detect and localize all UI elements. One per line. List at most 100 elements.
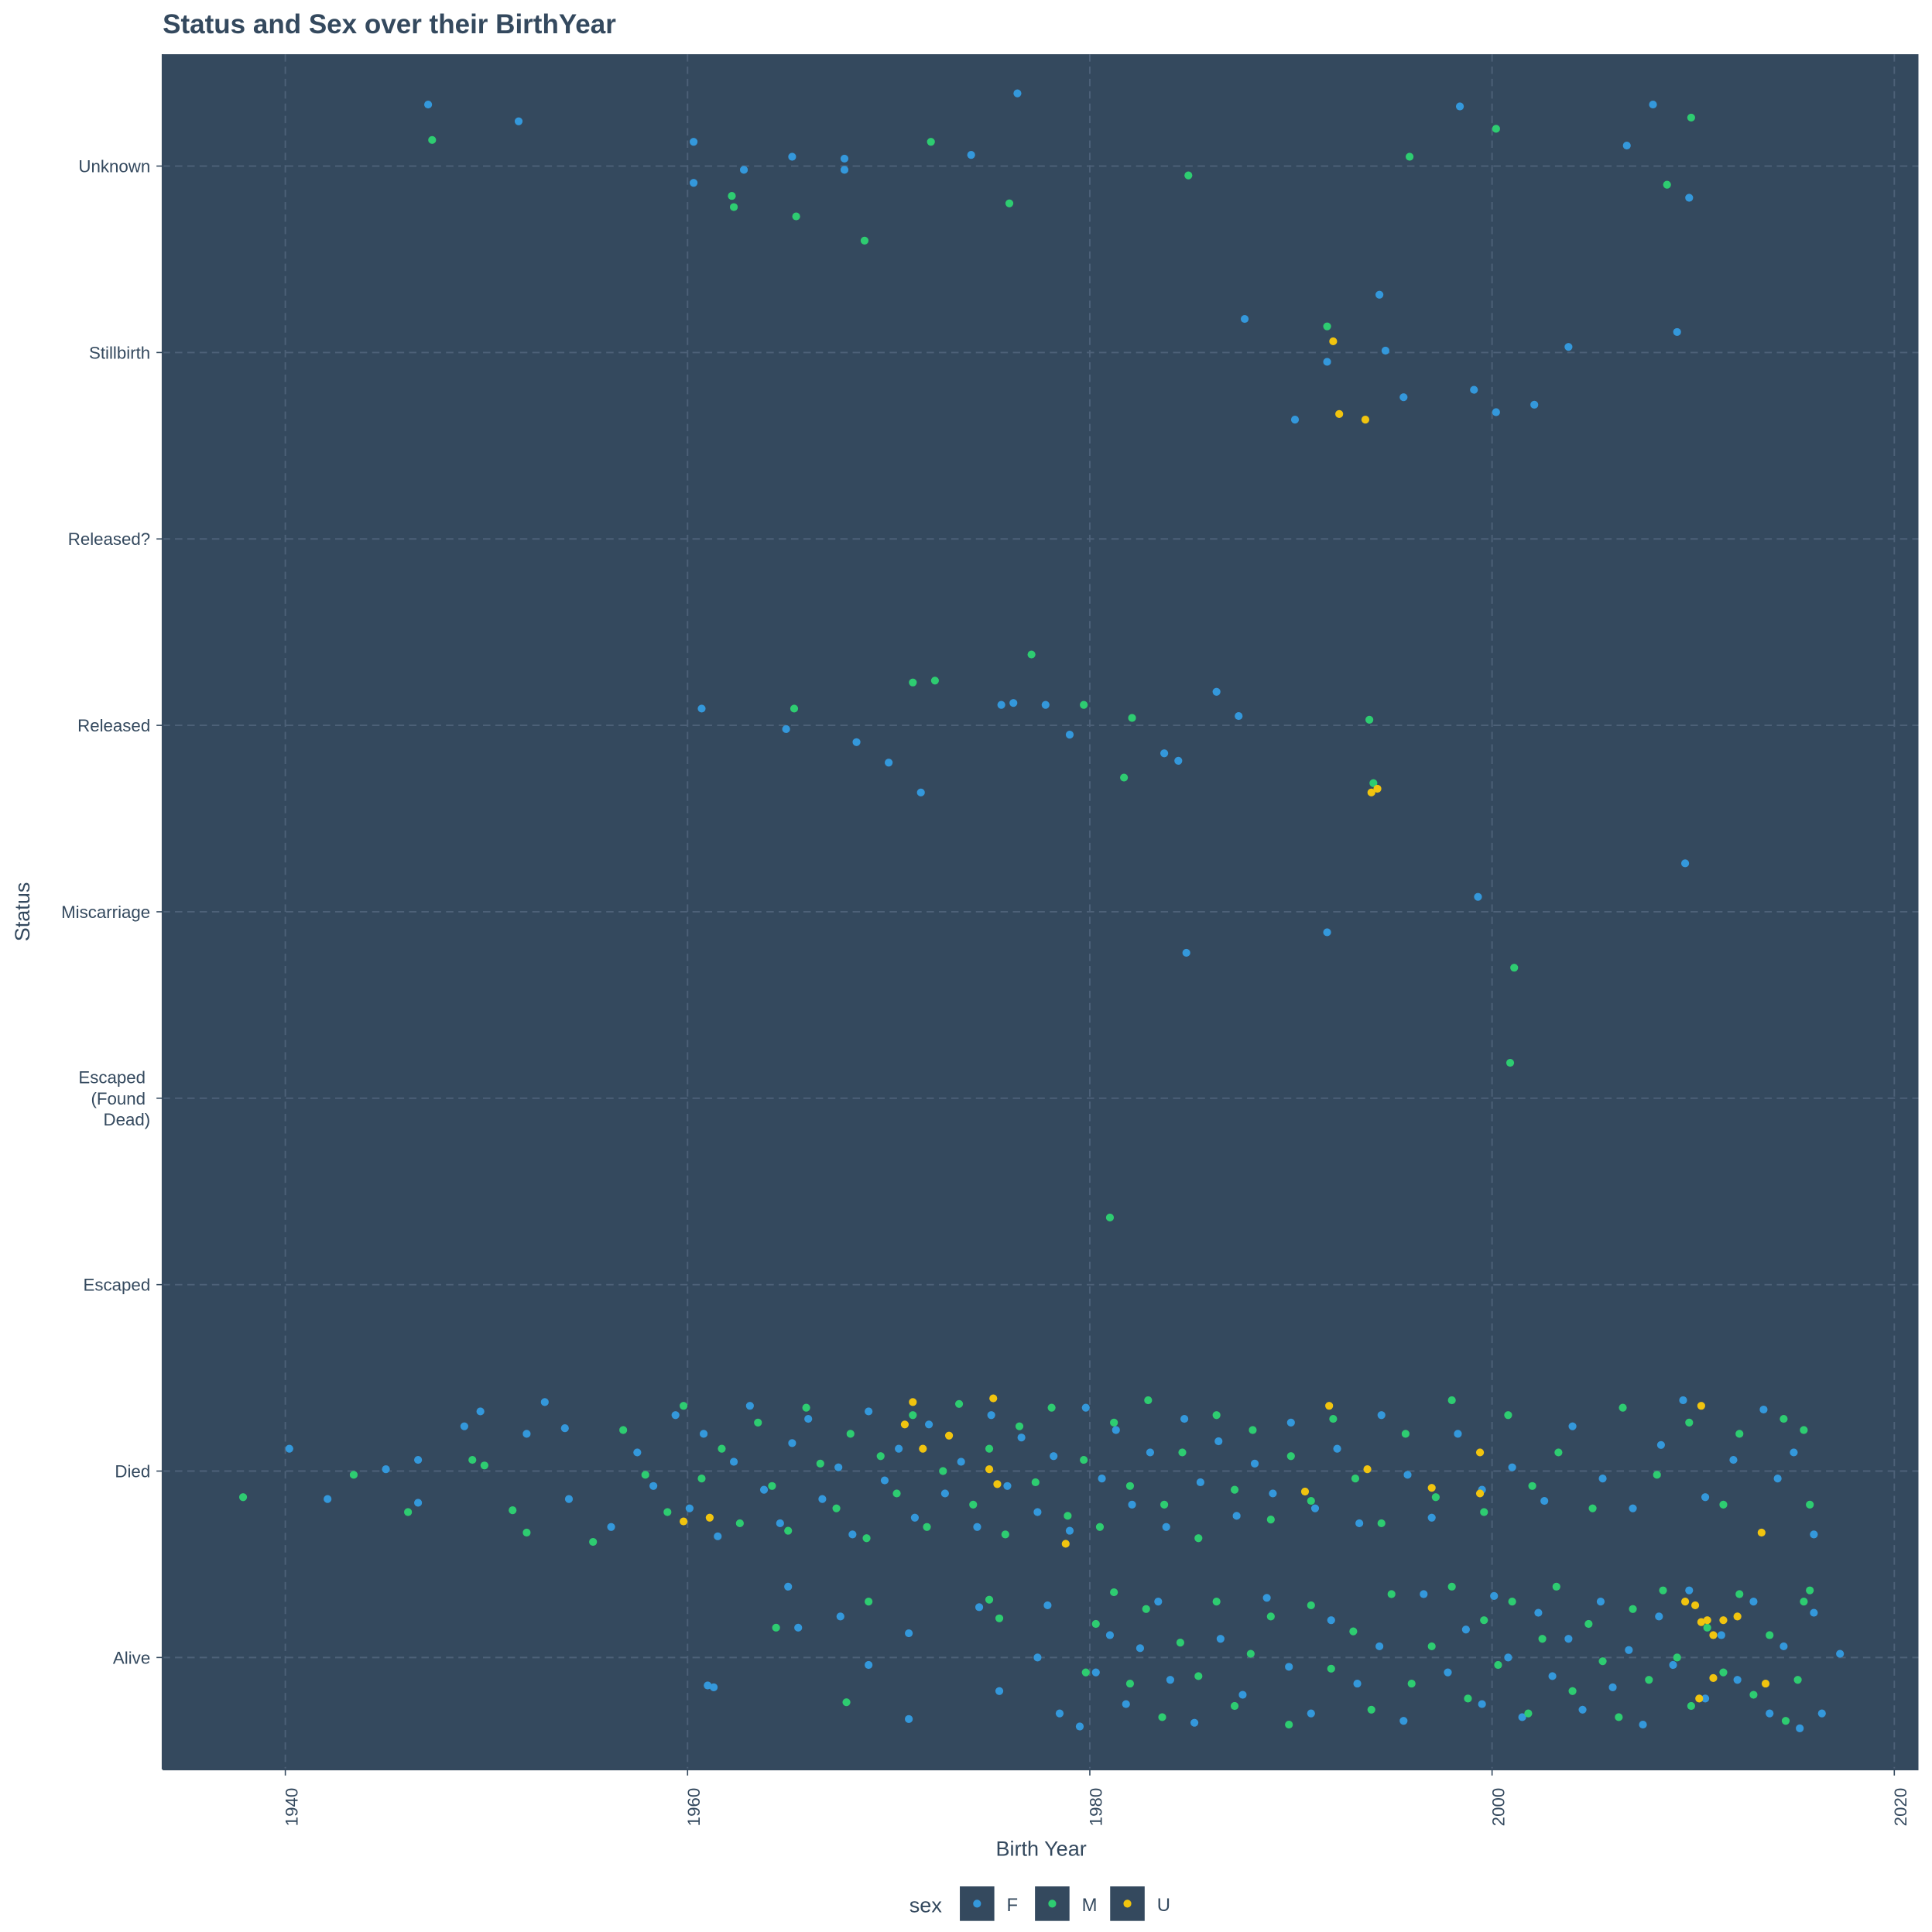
- point: [910, 1513, 920, 1522]
- point: [663, 1508, 672, 1516]
- point: [1697, 1402, 1705, 1410]
- point: [1003, 1482, 1012, 1490]
- point: [1091, 1619, 1100, 1629]
- point: [865, 1598, 873, 1606]
- point: [1353, 1679, 1362, 1688]
- point: [1065, 731, 1074, 739]
- point: [1230, 1701, 1239, 1711]
- point: [705, 1513, 714, 1522]
- point: [1793, 1676, 1802, 1684]
- point: [880, 1476, 889, 1485]
- point: [860, 236, 869, 245]
- point: [1806, 1586, 1814, 1595]
- point: [846, 1430, 855, 1438]
- point: [772, 1623, 780, 1632]
- point: [1478, 1700, 1486, 1708]
- point: [1655, 1612, 1663, 1621]
- point: [1285, 1720, 1293, 1729]
- point: [804, 1414, 813, 1423]
- point: [1703, 1616, 1711, 1625]
- point: [704, 1681, 712, 1690]
- point: [428, 135, 437, 144]
- point: [1184, 171, 1193, 180]
- point: [1669, 1660, 1677, 1670]
- point: [1504, 1653, 1512, 1662]
- point: [1178, 1448, 1187, 1457]
- point: [1182, 948, 1190, 957]
- point: [1075, 1722, 1084, 1731]
- point: [1216, 1635, 1225, 1643]
- point: [1780, 1642, 1788, 1651]
- point: [1286, 1418, 1295, 1427]
- point: [689, 138, 698, 146]
- x-axis-label: Birth Year: [995, 1837, 1086, 1860]
- point: [1235, 711, 1243, 721]
- point: [784, 1526, 793, 1535]
- point: [1639, 1720, 1647, 1729]
- point: [1160, 749, 1169, 758]
- point: [925, 1420, 933, 1429]
- point: [1027, 650, 1036, 659]
- point: [540, 1398, 549, 1406]
- point: [476, 1407, 485, 1416]
- point: [1735, 1590, 1744, 1598]
- point: [718, 1444, 726, 1453]
- point: [1081, 1668, 1090, 1677]
- point: [1055, 1709, 1064, 1718]
- point: [1005, 199, 1014, 207]
- point: [709, 1683, 718, 1691]
- point: [699, 1430, 708, 1438]
- point: [1249, 1426, 1257, 1434]
- point: [1431, 1493, 1440, 1502]
- point: [522, 1528, 531, 1537]
- point: [1033, 1653, 1042, 1662]
- point: [1105, 1213, 1115, 1222]
- point: [1687, 113, 1695, 122]
- point: [1454, 1430, 1462, 1438]
- point: [944, 1431, 954, 1440]
- point: [560, 1424, 569, 1433]
- point: [1136, 1644, 1145, 1653]
- point: [1534, 1608, 1543, 1617]
- point: [1327, 1616, 1335, 1625]
- point: [754, 1418, 762, 1427]
- point: [1733, 1612, 1742, 1621]
- point: [1266, 1516, 1275, 1524]
- point: [1043, 1601, 1052, 1610]
- point: [1377, 1519, 1386, 1528]
- point: [905, 1629, 913, 1638]
- point: [1475, 1448, 1485, 1457]
- point: [1540, 1496, 1549, 1506]
- point: [1781, 1717, 1790, 1725]
- point: [1017, 1434, 1026, 1442]
- point: [1800, 1598, 1808, 1606]
- point: [1110, 1588, 1118, 1597]
- point: [1212, 1598, 1221, 1606]
- point: [848, 1530, 857, 1539]
- point: [1065, 1526, 1074, 1535]
- point: [1800, 1426, 1808, 1434]
- point: [909, 1411, 917, 1420]
- point: [468, 1455, 477, 1464]
- point: [1645, 1676, 1653, 1684]
- point: [697, 1475, 706, 1483]
- point: [404, 1508, 413, 1516]
- point: [1001, 1530, 1009, 1539]
- point: [1729, 1455, 1738, 1464]
- point: [685, 1504, 694, 1512]
- y-tick-label: Escaped: [84, 1276, 151, 1295]
- point: [1663, 180, 1671, 189]
- point: [1080, 701, 1088, 709]
- point: [1697, 1618, 1705, 1626]
- point: [1098, 1475, 1106, 1483]
- point: [1246, 1649, 1255, 1658]
- point: [1158, 1713, 1166, 1721]
- point: [985, 1465, 994, 1474]
- point: [1444, 1668, 1452, 1677]
- point: [1470, 385, 1478, 394]
- point: [1323, 358, 1331, 366]
- legend-label: U: [1157, 1895, 1170, 1916]
- point: [1238, 1690, 1247, 1699]
- point: [759, 1485, 769, 1494]
- point: [649, 1482, 658, 1490]
